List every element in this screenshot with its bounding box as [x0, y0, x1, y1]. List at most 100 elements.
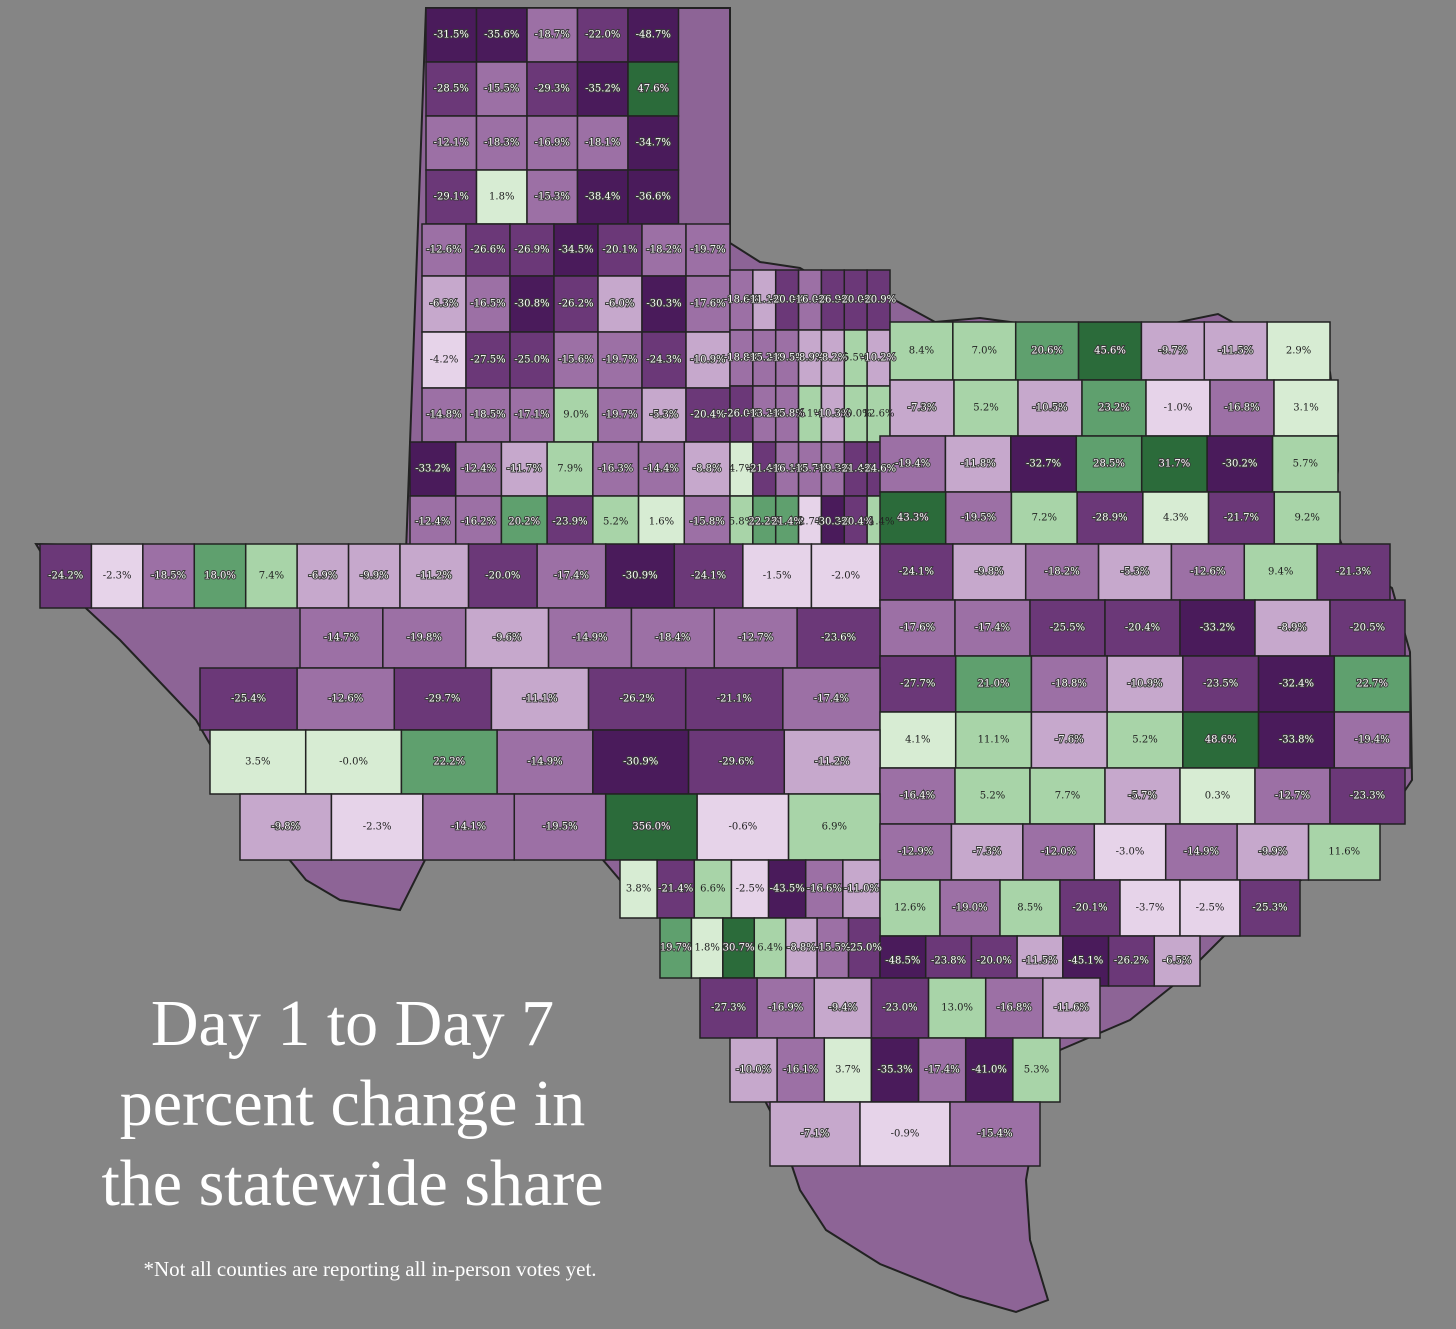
county-value-label: -19.5% — [961, 513, 996, 524]
county-value-label: -18.1% — [585, 138, 620, 149]
county — [1273, 379, 1339, 437]
county-value-label: 18.0% — [204, 571, 236, 582]
county-value-label: -11.7% — [507, 464, 542, 475]
county-value-label: 8.4% — [909, 346, 934, 357]
county-value-label: -18.8% — [724, 353, 759, 364]
county-value-label: -16.6% — [807, 884, 842, 895]
county-value-label: -2.3% — [363, 822, 392, 833]
county-value-label: -12.6% — [1190, 567, 1225, 578]
county-value-label: 2.9% — [1286, 346, 1311, 357]
county — [1145, 379, 1211, 437]
county-value-label: -41.0% — [972, 1065, 1007, 1076]
county-value-label: -12.7% — [1275, 791, 1310, 802]
county-value-label: -30.3% — [646, 299, 681, 310]
county — [696, 793, 790, 861]
county-panhandle — [475, 115, 528, 171]
county-value-label: -0.0% — [339, 757, 368, 768]
county-value-label: 30.7% — [723, 943, 755, 954]
county — [604, 543, 676, 609]
county-value-label: 7.0% — [972, 346, 997, 357]
county — [1271, 435, 1339, 493]
county — [1093, 823, 1167, 881]
county — [1106, 655, 1184, 713]
county-value-label: -25.4% — [231, 694, 266, 705]
county — [239, 793, 333, 861]
county — [776, 1037, 826, 1103]
county-value-label: -16.8% — [997, 1003, 1032, 1014]
county-value-label: -27.3% — [711, 1003, 746, 1014]
county-value-label: -6.3% — [430, 299, 459, 310]
county-value-label: 11.1% — [978, 735, 1010, 746]
county — [950, 823, 1024, 881]
county-value-label: 9.2% — [1294, 513, 1319, 524]
county-value-label: -7.6% — [1055, 735, 1084, 746]
county-value-label: 7.7% — [1055, 791, 1080, 802]
county — [879, 655, 957, 713]
county-value-label: -17.4% — [554, 571, 589, 582]
county-value-label: -38.4% — [585, 192, 620, 203]
county-value-label: -12.4% — [415, 517, 450, 528]
county — [859, 1101, 951, 1167]
county-value-label: -24.3% — [646, 355, 681, 366]
county — [879, 879, 941, 937]
county — [39, 543, 93, 609]
county-value-label: -3.7% — [1136, 903, 1165, 914]
county — [999, 879, 1061, 937]
county — [592, 495, 640, 549]
county — [783, 729, 881, 795]
county-value-label: -7.3% — [973, 847, 1002, 858]
county — [816, 917, 850, 979]
county — [1164, 823, 1238, 881]
county — [382, 607, 467, 669]
county-value-label: -17.4% — [814, 694, 849, 705]
county — [964, 1037, 1014, 1103]
county-value-label: 12.6% — [894, 903, 926, 914]
county-value-label: -19.7% — [690, 245, 725, 256]
county-value-label: -23.6% — [821, 633, 856, 644]
county-value-label: 8.5% — [1017, 903, 1042, 914]
county — [304, 729, 403, 795]
county-value-label: 5.5% — [843, 353, 868, 364]
county — [729, 1037, 778, 1103]
county-value-label: 47.6% — [637, 84, 669, 95]
county — [592, 441, 640, 497]
county-value-label: -15.8% — [770, 409, 805, 420]
county — [1273, 491, 1341, 545]
county-value-label: 20.2% — [508, 517, 540, 528]
county-value-label: -11.6% — [1054, 1003, 1089, 1014]
county-value-label: -12.6% — [328, 694, 363, 705]
county-value-label: -24.2% — [48, 571, 83, 582]
county-value-label: -20.9% — [861, 295, 896, 306]
county-value-label: -35.6% — [484, 30, 519, 41]
county-panhandle — [425, 61, 478, 117]
county-value-label: -18.4% — [655, 633, 690, 644]
county-value-label: -15.8% — [690, 517, 725, 528]
county-value-label: -6.0% — [606, 299, 635, 310]
county-value-label: 5.2% — [980, 791, 1005, 802]
county-value-label: -6.9% — [308, 571, 337, 582]
county-panhandle — [627, 7, 680, 63]
county-value-label: -17.4% — [975, 623, 1010, 634]
county-value-label: -9.8% — [975, 567, 1004, 578]
county — [641, 275, 687, 333]
county-value-label: -7.3% — [908, 403, 937, 414]
county-panhandle — [425, 115, 478, 171]
county-value-label: -12.0% — [1041, 847, 1076, 858]
county — [879, 435, 947, 493]
county — [699, 977, 758, 1039]
county-value-label: 6.4% — [757, 943, 782, 954]
county — [804, 859, 844, 919]
county — [454, 495, 503, 549]
county-value-label: -48.5% — [885, 956, 920, 967]
county-value-label: -23.3% — [1350, 791, 1385, 802]
county-value-label: -17.6% — [900, 623, 935, 634]
county-value-label: -30.8% — [514, 299, 549, 310]
county-value-label: -25.0% — [514, 355, 549, 366]
county-value-label: -15.6% — [558, 355, 593, 366]
county-value-label: 4.1% — [905, 735, 930, 746]
county-value-label: -4.2% — [430, 355, 459, 366]
county — [879, 823, 953, 881]
county-value-label: -19.3% — [815, 464, 850, 475]
county-value-label: -18.2% — [1045, 567, 1080, 578]
title-line-2: percent change in — [119, 1067, 586, 1140]
